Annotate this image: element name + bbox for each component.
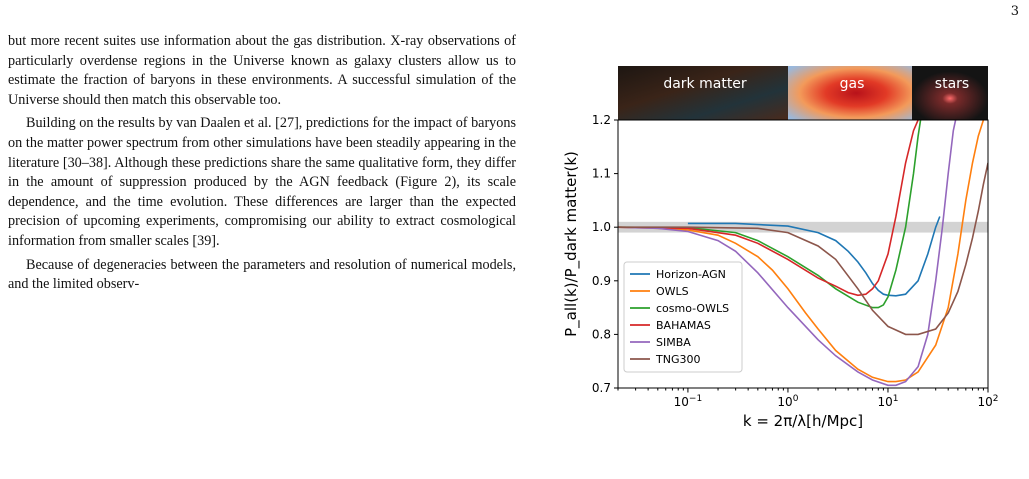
gas-label: gas [840, 76, 865, 92]
legend-label-2: cosmo-OWLS [656, 302, 729, 315]
gas-image [788, 66, 912, 120]
power-spectrum-chart: dark matter gas stars 0.7 0.8 0.9 1.0 1.1 1.2… [562, 66, 999, 430]
figure-2: dark matter gas stars 0.7 0.8 0.9 1.0 1.1 1.2… [540, 40, 1029, 479]
y-tick-label-3: 1.0 [592, 220, 611, 234]
series-group [618, 120, 988, 387]
y-tick-label-5: 1.2 [592, 113, 611, 127]
legend-label-4: SIMBA [656, 336, 691, 349]
stars-image [912, 66, 988, 120]
legend-label-3: BAHAMAS [656, 319, 711, 332]
y-tick-label-2: 0.9 [592, 274, 611, 288]
x-tick-label-3: 102 [977, 394, 998, 409]
reference-band [618, 221, 988, 233]
paragraph-2: Building on the results by van Daalen et… [8, 115, 516, 249]
legend-box [623, 261, 743, 373]
y-axis-label: P_all(k)/P_dark matter(k) [562, 151, 581, 337]
series-line-2 [618, 120, 922, 309]
paragraph-1: but more recent suites use information a… [8, 33, 516, 108]
series-line-1 [618, 120, 985, 383]
y-tick-label-4: 1.1 [592, 167, 611, 181]
y-tick-label-1: 0.8 [592, 327, 611, 341]
x-tick-label-1: 100 [777, 394, 798, 409]
y-tick-label-0: 0.7 [592, 381, 611, 395]
legend-label-0: Horizon-AGN [656, 268, 726, 281]
series-line-5 [618, 162, 988, 336]
paragraph-3: Because of degeneracies between the para… [8, 256, 516, 293]
plot-frame [617, 119, 989, 389]
series-line-4 [618, 120, 957, 387]
body-text-column: but more recent suites use information a… [8, 32, 516, 299]
stars-label: stars [935, 76, 969, 92]
x-tick-label-0: 10−1 [674, 394, 703, 409]
x-tick-label-2: 101 [877, 394, 898, 409]
series-line-0 [687, 216, 941, 297]
x-axis-label: k = 2π/λ[h/Mpc] [743, 412, 863, 430]
dark-matter-label: dark matter [663, 76, 747, 92]
page-number: 3 [1010, 4, 1019, 19]
legend-label-5: TNG300 [655, 353, 700, 366]
legend-label-1: OWLS [656, 285, 689, 298]
dark-matter-image [618, 66, 788, 120]
